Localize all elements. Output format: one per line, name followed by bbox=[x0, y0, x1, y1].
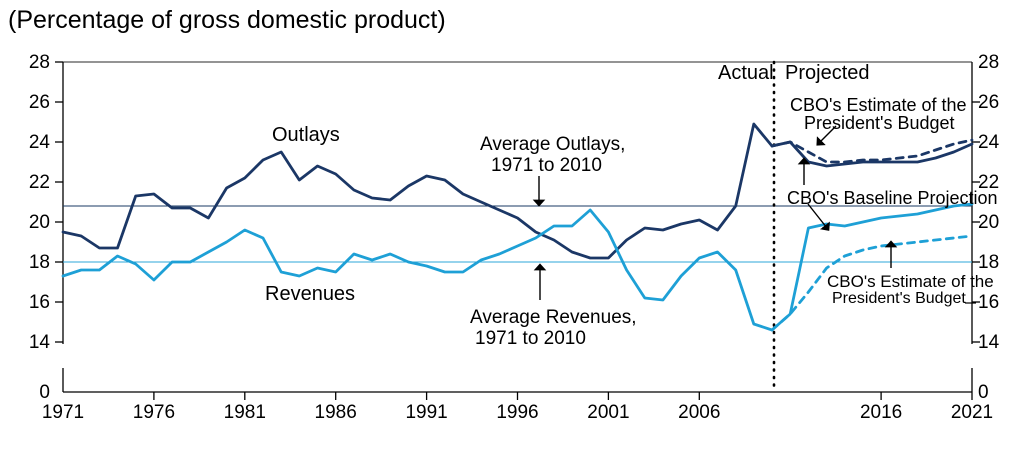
svg-text:1981: 1981 bbox=[224, 402, 266, 423]
svg-text:President's Budget: President's Budget bbox=[832, 290, 966, 307]
svg-text:2006: 2006 bbox=[678, 402, 720, 423]
svg-text:CBO's Baseline Projection: CBO's Baseline Projection bbox=[787, 188, 998, 208]
svg-text:16: 16 bbox=[978, 292, 999, 313]
svg-text:18: 18 bbox=[978, 252, 999, 273]
svg-text:President's Budget: President's Budget bbox=[804, 113, 955, 133]
svg-text:Actual: Actual bbox=[718, 62, 774, 84]
svg-text:Projected: Projected bbox=[785, 62, 870, 84]
svg-text:14: 14 bbox=[978, 332, 1000, 353]
svg-text:20: 20 bbox=[978, 212, 999, 233]
svg-text:26: 26 bbox=[29, 92, 50, 113]
svg-text:CBO's Estimate of the: CBO's Estimate of the bbox=[790, 95, 967, 115]
svg-text:28: 28 bbox=[978, 52, 999, 73]
svg-text:18: 18 bbox=[29, 252, 50, 273]
svg-text:Outlays: Outlays bbox=[272, 124, 340, 146]
svg-text:24: 24 bbox=[978, 132, 1000, 153]
svg-text:1976: 1976 bbox=[133, 402, 175, 423]
svg-text:2001: 2001 bbox=[587, 402, 629, 423]
svg-text:14: 14 bbox=[29, 332, 51, 353]
svg-text:Revenues: Revenues bbox=[265, 283, 355, 305]
svg-text:1996: 1996 bbox=[496, 402, 538, 423]
svg-text:1971 to 2010: 1971 to 2010 bbox=[475, 328, 586, 349]
svg-text:1986: 1986 bbox=[315, 402, 357, 423]
svg-text:(Percentage of gross domestic: (Percentage of gross domestic product) bbox=[8, 6, 446, 34]
svg-text:22: 22 bbox=[29, 172, 50, 193]
svg-text:Average Outlays,: Average Outlays, bbox=[480, 134, 625, 155]
svg-text:20: 20 bbox=[29, 212, 50, 233]
svg-text:1971: 1971 bbox=[42, 402, 84, 423]
svg-text:2021: 2021 bbox=[951, 402, 993, 423]
svg-text:CBO's Estimate of the: CBO's Estimate of the bbox=[827, 272, 994, 291]
svg-text:26: 26 bbox=[978, 92, 999, 113]
svg-text:16: 16 bbox=[29, 292, 50, 313]
svg-text:Average Revenues,: Average Revenues, bbox=[470, 307, 637, 328]
svg-text:28: 28 bbox=[29, 52, 50, 73]
svg-text:1991: 1991 bbox=[405, 402, 447, 423]
svg-text:24: 24 bbox=[29, 132, 51, 153]
svg-text:2016: 2016 bbox=[860, 402, 902, 423]
svg-text:0: 0 bbox=[39, 382, 50, 403]
svg-text:1971 to 2010: 1971 to 2010 bbox=[491, 155, 602, 176]
svg-text:0: 0 bbox=[978, 382, 989, 403]
